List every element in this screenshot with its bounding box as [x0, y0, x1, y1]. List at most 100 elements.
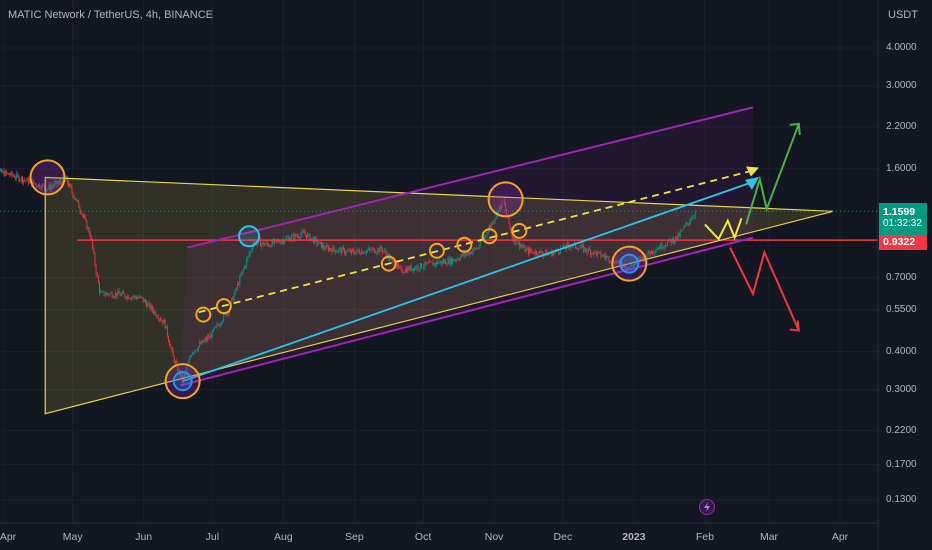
candle-body	[116, 292, 118, 297]
candle-body	[140, 296, 142, 297]
candle-body	[448, 258, 450, 265]
candle-body	[56, 181, 58, 185]
candle-body	[691, 217, 693, 221]
candle-body	[176, 361, 178, 364]
lightning-glyph	[704, 502, 710, 512]
y-tick-label: 0.1700	[886, 458, 917, 470]
candle-body	[419, 263, 421, 270]
candle-body	[16, 173, 18, 179]
highlight-circle	[481, 228, 498, 245]
candle-body	[76, 199, 77, 201]
candle-body	[225, 313, 227, 316]
bar-countdown: 01:32:32	[883, 218, 922, 229]
candle-body	[559, 252, 560, 254]
candle-body	[237, 283, 238, 289]
candle-body	[630, 264, 632, 267]
candle-body	[211, 330, 213, 338]
candle-body	[356, 249, 358, 252]
candle-body	[218, 325, 220, 326]
x-tick-label: Feb	[695, 531, 714, 543]
candle-body	[373, 248, 375, 253]
candle-body	[149, 303, 151, 310]
candle-body	[663, 245, 665, 248]
candle-body	[608, 256, 610, 262]
candle-body	[487, 229, 489, 234]
candle-body	[117, 290, 119, 297]
candle-body	[208, 336, 210, 339]
candle-body	[12, 175, 14, 177]
candle-body	[188, 358, 190, 363]
candle-body	[418, 269, 420, 271]
candle-body	[609, 261, 611, 263]
candle-body	[2, 171, 4, 173]
lightning-icon[interactable]	[699, 499, 715, 515]
candle-body	[20, 177, 22, 181]
candle-body	[660, 243, 662, 249]
candle-body	[524, 245, 526, 252]
candle-body	[445, 260, 447, 265]
candle-body	[427, 262, 429, 264]
candle-body	[102, 291, 104, 293]
candle-body	[579, 247, 581, 249]
candle-body	[442, 260, 444, 263]
candle-body	[169, 341, 171, 347]
candle-body	[403, 272, 405, 274]
candle-body	[506, 210, 508, 215]
candle-body	[570, 246, 572, 249]
candle-body	[163, 319, 165, 324]
candle-body	[413, 268, 414, 271]
candle-body	[371, 248, 373, 251]
candle-body	[323, 244, 325, 249]
candle-body	[77, 199, 79, 202]
candle-body	[332, 246, 334, 253]
candle-body	[575, 242, 577, 248]
candle-body	[88, 227, 90, 234]
candle-body	[500, 205, 502, 209]
candle-body	[375, 252, 376, 254]
candle-body	[692, 217, 694, 218]
candle-body	[337, 251, 339, 253]
candle-body	[335, 251, 337, 253]
candle-body	[626, 267, 628, 269]
candle-body	[381, 249, 383, 252]
candle-body	[299, 237, 301, 239]
y-tick-label: 0.1300	[886, 494, 917, 505]
candle-body	[147, 303, 149, 307]
candle-body	[648, 250, 650, 254]
highlight-circle	[29, 159, 66, 196]
candle-body	[350, 249, 352, 254]
candle-body	[78, 201, 80, 208]
candle-body	[84, 216, 86, 218]
candle-body	[372, 248, 374, 250]
candle-body	[247, 256, 249, 260]
candle-body	[170, 346, 172, 348]
candle-body	[595, 252, 597, 256]
candle-body	[577, 248, 579, 250]
candle-body	[279, 242, 281, 244]
candle-body	[115, 292, 117, 297]
candle-body	[200, 342, 202, 345]
candle-body	[271, 240, 273, 247]
highlight-circle	[164, 363, 201, 400]
candle-body	[636, 259, 638, 263]
bearish-arrowhead	[789, 320, 800, 332]
candle-body	[498, 209, 500, 216]
candle-body	[639, 258, 641, 261]
drawings	[0, 106, 878, 415]
highlight-circle	[487, 181, 524, 218]
chart-title[interactable]: MATIC Network / TetherUS, 4h, BINANCE	[8, 9, 213, 21]
candle-body	[541, 253, 543, 256]
last-price-tag: 1.1599 01:32:32	[879, 203, 927, 235]
candle-body	[429, 261, 431, 263]
highlight-circle	[195, 306, 212, 323]
candle-body	[127, 295, 129, 299]
candle-body	[560, 247, 562, 253]
candle-body	[194, 350, 196, 353]
candle-body	[454, 260, 456, 262]
shaded-areas	[45, 107, 834, 414]
candle-body	[27, 178, 29, 184]
candle-body	[303, 231, 305, 234]
candle-body	[322, 244, 324, 249]
candle-body	[22, 177, 23, 183]
